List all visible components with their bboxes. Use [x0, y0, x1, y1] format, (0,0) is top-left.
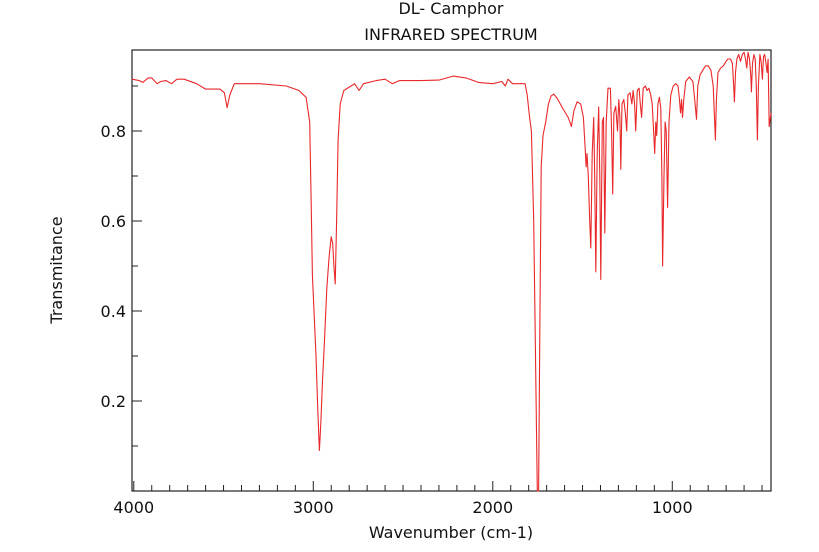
x-tick-label: 3000 — [293, 498, 334, 517]
x-tick-label: 2000 — [472, 498, 513, 517]
axis-ticks — [132, 85, 763, 491]
y-tick-labels: 0.2 0.4 0.6 0.8 — [101, 122, 126, 411]
chart-subtitle: INFRARED SPECTRUM — [364, 25, 537, 44]
y-tick-label: 0.8 — [101, 122, 126, 141]
spectrum-line — [131, 51, 772, 492]
y-tick-label: 0.4 — [101, 302, 126, 321]
x-tick-labels: 4000 3000 2000 1000 — [113, 498, 692, 517]
x-axis-label: Wavenumber (cm-1) — [369, 523, 533, 542]
y-tick-label: 0.6 — [101, 212, 126, 231]
y-tick-label: 0.2 — [101, 392, 126, 411]
chart-title: DL- Camphor — [398, 0, 503, 18]
x-tick-label: 4000 — [113, 498, 154, 517]
plot-frame — [131, 49, 772, 492]
y-axis-label: Transmitance — [47, 216, 66, 324]
x-tick-label: 1000 — [652, 498, 693, 517]
